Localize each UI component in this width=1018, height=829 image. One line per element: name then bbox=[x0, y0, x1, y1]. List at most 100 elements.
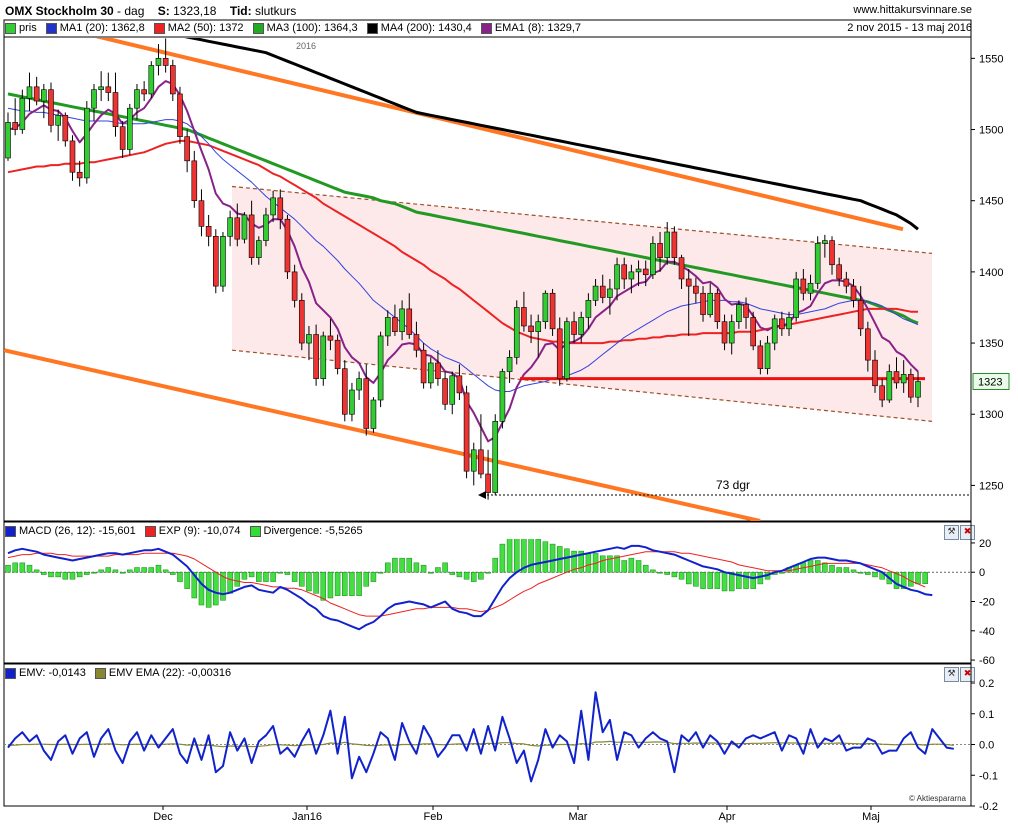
candle bbox=[829, 236, 835, 275]
divergence-bar bbox=[513, 539, 520, 573]
candle-body-up bbox=[814, 243, 821, 284]
candle bbox=[84, 101, 90, 184]
candle-body-up bbox=[384, 317, 391, 337]
site-url[interactable]: www.hittakursvinnare.se bbox=[853, 4, 972, 16]
candle bbox=[255, 236, 262, 265]
macd-signal-line bbox=[7, 551, 926, 617]
main-plot-area bbox=[4, 38, 970, 521]
divergence-bar bbox=[850, 569, 857, 573]
main-legend-swatch bbox=[480, 22, 492, 34]
candle bbox=[320, 331, 327, 386]
candle-body-up bbox=[614, 264, 620, 290]
candle-body-up bbox=[764, 342, 771, 369]
candle bbox=[234, 203, 241, 247]
divergence-bar bbox=[399, 557, 405, 573]
macd-line bbox=[7, 544, 933, 631]
candle-body-down bbox=[141, 89, 147, 95]
divergence-bar bbox=[84, 571, 90, 575]
candle bbox=[879, 378, 885, 408]
main-legend-swatch bbox=[153, 22, 165, 34]
chart-title: OMX Stockholm 30 - dag S: 1323,18 Tid: s… bbox=[5, 4, 296, 18]
candle-body-up bbox=[635, 268, 642, 273]
divergence-bar bbox=[456, 571, 463, 578]
main-legend-label: MA2 (50): 1372 bbox=[167, 22, 244, 34]
candle-body-up bbox=[728, 321, 735, 344]
candle bbox=[306, 325, 312, 361]
divergence-bar bbox=[428, 571, 434, 574]
candle bbox=[327, 318, 334, 351]
candle bbox=[814, 236, 821, 289]
candle-body-up bbox=[915, 381, 921, 398]
divergence-bar bbox=[506, 539, 513, 573]
candle bbox=[270, 190, 276, 223]
divergence-bar bbox=[657, 571, 663, 574]
candle bbox=[743, 297, 749, 329]
candle-body-up bbox=[134, 89, 140, 109]
candle-body-down bbox=[893, 371, 900, 384]
candle-body-down bbox=[693, 285, 699, 294]
main-legend-item: MA1 (20): 1362,8 bbox=[45, 22, 145, 34]
main-legend-label: pris bbox=[19, 22, 37, 34]
candle-body-down bbox=[879, 385, 885, 401]
candle bbox=[69, 135, 76, 181]
candle-body-down bbox=[657, 243, 663, 258]
candle-body-up bbox=[148, 65, 155, 95]
candle bbox=[750, 311, 756, 351]
emv-y-tick-label: -0.2 bbox=[979, 801, 998, 813]
candle-body-up bbox=[320, 335, 327, 379]
divergence-bar bbox=[865, 571, 871, 575]
divergence-bar bbox=[385, 562, 391, 573]
candle-body-down bbox=[69, 140, 76, 173]
emv-legend: EMV: -0,0143 EMV EMA (22): -0,00316 bbox=[5, 667, 240, 679]
channel-lower-line bbox=[4, 348, 761, 521]
divergence-bar bbox=[621, 560, 627, 573]
divergence-bar bbox=[213, 571, 219, 606]
price-label: S: bbox=[157, 4, 170, 18]
divergence-bar bbox=[607, 555, 613, 573]
candle-body-up bbox=[513, 307, 520, 358]
divergence-bar bbox=[55, 571, 61, 578]
macd-y-tick-label: -20 bbox=[979, 597, 995, 609]
emv-ema-line bbox=[7, 740, 954, 748]
divergence-bar bbox=[707, 571, 713, 589]
candle-body-down bbox=[191, 160, 198, 202]
emv-settings-button[interactable]: ⚒ bbox=[944, 667, 959, 682]
divergence-bar bbox=[714, 571, 721, 589]
candle-body-up bbox=[793, 278, 799, 318]
candle-body-down bbox=[277, 197, 284, 220]
divergence-bar bbox=[678, 571, 685, 580]
candle-body-down bbox=[743, 304, 749, 318]
main-y-tick-label: 1500 bbox=[979, 125, 1003, 137]
trend-band-upper-line bbox=[231, 185, 933, 254]
candle bbox=[800, 269, 807, 301]
divergence-bar bbox=[915, 571, 921, 585]
candle-body-down bbox=[671, 231, 678, 258]
divergence-bar bbox=[614, 555, 620, 573]
emv-legend-label: EMV: -0,0143 bbox=[19, 667, 86, 679]
macd-settings-button[interactable]: ⚒ bbox=[944, 525, 959, 540]
candle bbox=[528, 314, 534, 344]
ema8-line bbox=[7, 80, 919, 443]
divergence-bar bbox=[578, 550, 584, 573]
divergence-bar bbox=[650, 569, 656, 573]
candle bbox=[499, 368, 506, 429]
divergence-bar bbox=[313, 571, 319, 594]
candle-body-down bbox=[420, 349, 427, 384]
ma200-line bbox=[184, 38, 919, 231]
macd-legend-item: EXP (9): -10,074 bbox=[144, 525, 241, 537]
candle bbox=[671, 226, 678, 265]
candle bbox=[915, 371, 921, 408]
divergence-bar bbox=[227, 571, 233, 594]
candle bbox=[170, 59, 176, 102]
candle bbox=[413, 321, 420, 358]
candle bbox=[492, 414, 499, 496]
candle bbox=[556, 317, 563, 386]
emv-y-tick-label: 0.2 bbox=[979, 678, 994, 690]
divergence-bar bbox=[19, 562, 26, 573]
candle-body-down bbox=[212, 235, 219, 287]
candle-body-up bbox=[19, 97, 26, 130]
candle bbox=[112, 72, 119, 137]
candle bbox=[843, 271, 850, 294]
candle bbox=[241, 212, 248, 244]
